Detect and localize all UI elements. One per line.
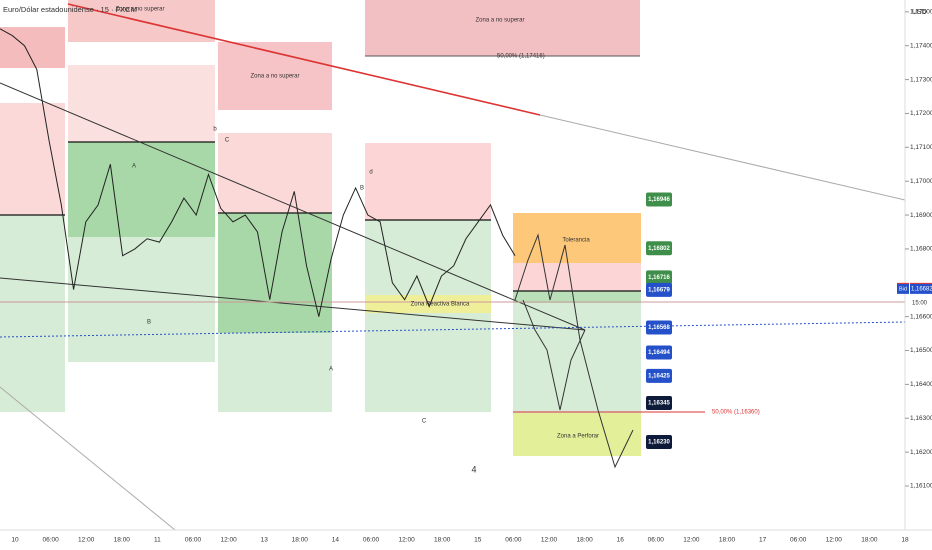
x-tick-label: 15 — [474, 537, 482, 544]
trend-lines — [0, 3, 906, 531]
price-tag-label: 1,16425 — [648, 373, 670, 379]
x-tick-label: 16 — [617, 537, 625, 544]
zones — [0, 0, 641, 456]
price-tag-label: 1,16568 — [648, 325, 670, 331]
price-tag-label: 1,16230 — [648, 440, 670, 446]
zone-label: Zona a no superar — [250, 74, 299, 80]
pattern-marker: A — [329, 367, 333, 373]
zone-label: Zona a no superar — [475, 18, 524, 24]
price-tag — [646, 434, 672, 449]
x-tick-label: 12:00 — [398, 537, 415, 544]
price-box — [910, 283, 932, 294]
y-tick-label: 1,16200 — [910, 449, 932, 456]
y-tick-label: 1,16500 — [910, 347, 932, 354]
x-tick-label: 12:00 — [826, 537, 843, 544]
zone-label: Zona Reactiva Blanca — [411, 302, 470, 308]
y-tick-label: 1,17100 — [910, 144, 932, 151]
price-tag-label: 1,16494 — [648, 350, 670, 356]
tag-box — [897, 283, 909, 294]
level-lines — [0, 141, 641, 292]
price-tag-label: 1,16345 — [648, 401, 670, 407]
pattern-marker: C — [422, 419, 427, 425]
y-tick-label: 1,17400 — [910, 42, 932, 49]
chart-title: Euro/Dólar estadounidense · 15 · FXCM — [3, 5, 137, 14]
price-tag-label: 1,16716 — [648, 275, 670, 281]
tag: Bid — [899, 286, 907, 292]
zone-label: Tolerancia — [562, 238, 590, 244]
price-tag-label: 1,16802 — [648, 246, 670, 252]
x-tick-label: 18:00 — [719, 537, 736, 544]
x-tick-label: 06:00 — [185, 537, 202, 544]
time: 15:00 — [912, 300, 928, 306]
price-tag — [646, 368, 672, 383]
pattern-marker: 4 — [471, 464, 476, 474]
x-tick-label: 11 — [154, 537, 161, 544]
x-tick-label: 18:00 — [576, 537, 593, 544]
x-tick-label: 06:00 — [648, 537, 665, 544]
pattern-marker: A — [132, 164, 136, 170]
currency: USD — [912, 9, 927, 16]
price-tag — [646, 282, 672, 297]
x-tick-label: 18:00 — [114, 537, 131, 544]
y-tick-label: 1,16400 — [910, 381, 932, 388]
x-tick-label: 06:00 — [363, 537, 380, 544]
y-tick-label: 1,17300 — [910, 76, 932, 83]
y-tick-label: 1,17000 — [910, 178, 932, 185]
price: 1,16682 — [911, 286, 932, 292]
y-tick-label: 1,16300 — [910, 415, 932, 422]
price-tag — [646, 241, 672, 256]
fib-label: 50,00% (1,17416) — [497, 54, 545, 60]
price-tag — [646, 192, 672, 207]
x-tick-label: 17 — [759, 537, 767, 544]
x-tick-label: 12:00 — [78, 537, 95, 544]
y-tick-label: 1,16100 — [910, 483, 932, 490]
x-tick-label: 14 — [332, 537, 340, 544]
x-tick-label: 06:00 — [790, 537, 807, 544]
fib-label: 50,00% (1,16360) — [712, 410, 760, 416]
x-tick-label: 18 — [901, 537, 909, 544]
x-tick-label: 12:00 — [220, 537, 237, 544]
price-tag — [646, 345, 672, 360]
zone-label: Zona a Perforar — [557, 434, 599, 440]
x-tick-label: 18:00 — [861, 537, 878, 544]
x-tick-label: 06:00 — [42, 537, 59, 544]
y-tick-label: 1,16900 — [910, 212, 932, 219]
y-tick-label: 1,16600 — [910, 313, 932, 320]
pattern-marker: B — [360, 186, 364, 192]
pattern-marker: b — [213, 127, 217, 133]
y-tick-label: 1,17500 — [910, 9, 932, 16]
x-tick-label: 12:00 — [683, 537, 700, 544]
x-tick-label: 13 — [261, 537, 269, 544]
price-tag — [646, 320, 672, 335]
price-line — [0, 28, 516, 317]
x-tick-label: 10 — [11, 537, 19, 544]
price-tag-label: 1,16946 — [648, 197, 670, 203]
zone-label: Zona a no superar — [115, 7, 164, 13]
x-tick-label: 12:00 — [541, 537, 558, 544]
x-tick-label: 18:00 — [292, 537, 309, 544]
price-tag — [646, 396, 672, 411]
x-tick-label: 06:00 — [505, 537, 522, 544]
pattern-marker: B — [147, 320, 151, 326]
pattern-marker: C — [225, 138, 230, 144]
x-tick-label: 18:00 — [434, 537, 451, 544]
price-tag-label: 1,16679 — [648, 287, 670, 293]
y-tick-label: 1,16800 — [910, 246, 932, 253]
price-tag — [646, 270, 672, 285]
pattern-marker: d — [369, 170, 372, 176]
y-tick-label: 1,17200 — [910, 110, 932, 117]
